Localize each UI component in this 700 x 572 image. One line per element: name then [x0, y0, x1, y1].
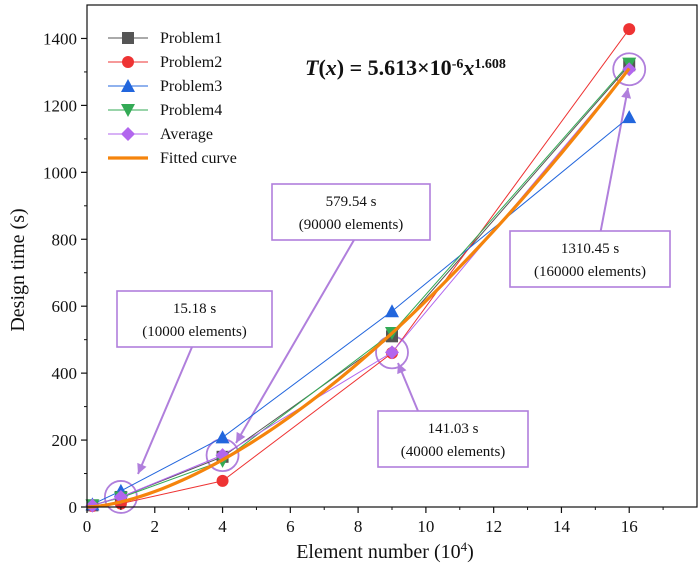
callout-box	[509, 230, 671, 288]
marker-triangle-up	[121, 79, 135, 92]
x-tick-label: 12	[485, 517, 502, 536]
callout-time: 15.18 s	[173, 301, 217, 317]
x-tick-label: 2	[151, 517, 160, 536]
legend: Problem1 Problem2 Problem3 Problem4 Average F…	[108, 30, 237, 167]
y-tick-label: 200	[52, 431, 78, 450]
callout-elements: (160000 elements)	[534, 264, 646, 280]
callout-arrowhead	[397, 363, 407, 375]
callout-box	[116, 290, 273, 348]
legend-label: Problem4	[160, 102, 222, 119]
marker-circle	[122, 56, 134, 68]
callout-time: 579.54 s	[326, 194, 377, 210]
marker-diamond	[385, 345, 399, 360]
x-tick-label: 10	[417, 517, 434, 536]
marker-triangle-up	[215, 430, 230, 444]
legend-label: Average	[160, 126, 213, 143]
callout-box	[377, 410, 529, 468]
y-axis-label: Design time (s)	[7, 208, 29, 331]
callout-elements: (40000 elements)	[401, 444, 506, 460]
x-tick-label: 6	[286, 517, 295, 536]
legend-item: Problem3	[108, 78, 222, 95]
marker-circle	[216, 474, 229, 487]
axes: 0 2 4 6 8 10 12 14 16 0 200 400 600 800 1000 1200 1400	[43, 4, 698, 536]
callout-circle	[612, 52, 647, 87]
marker-diamond	[121, 127, 135, 141]
y-tick-label: 1400	[43, 29, 77, 48]
x-tick-label: 14	[553, 517, 571, 536]
legend-label: Problem3	[160, 78, 222, 95]
series-fitted-curve	[86, 67, 631, 509]
marker-square	[122, 32, 134, 44]
callout-arrowhead	[236, 431, 246, 443]
legend-item: Problem4	[108, 102, 222, 119]
callout-time: 1310.45 s	[561, 241, 620, 257]
x-tick-label: 8	[354, 517, 363, 536]
legend-label: Problem1	[160, 30, 222, 47]
marker-triangle-up	[622, 110, 637, 124]
marker-circle	[623, 23, 636, 36]
callout-arrowhead	[621, 88, 632, 99]
callout-elements: (90000 elements)	[299, 217, 404, 233]
marker-triangle-up	[385, 304, 399, 318]
legend-item: Average	[108, 126, 213, 143]
legend-label: Fitted curve	[160, 150, 237, 167]
x-tick-label: 4	[218, 517, 227, 536]
callout-arrowhead	[137, 462, 147, 474]
y-tick-label: 1200	[43, 96, 77, 115]
x-tick-label: 16	[621, 517, 638, 536]
legend-item: Problem1	[108, 30, 222, 47]
callout: 1310.45 s (160000 elements)	[509, 52, 671, 288]
y-tick-label: 800	[52, 230, 78, 249]
callout-box	[271, 183, 431, 241]
series-layer	[85, 23, 637, 513]
y-tick-label: 400	[52, 364, 78, 383]
callout: 15.18 s (10000 elements)	[103, 290, 273, 514]
callout-arrow	[235, 239, 355, 444]
legend-item: Fitted curve	[108, 150, 237, 167]
y-tick-label: 0	[69, 498, 78, 517]
x-tick-label: 0	[83, 517, 92, 536]
callout-time: 141.03 s	[428, 421, 479, 437]
x-axis-label: Element number (104)	[296, 539, 474, 564]
fit-formula: T(x) = 5.613×10-6x1.608	[305, 55, 506, 80]
callout: 579.54 s (90000 elements)	[205, 183, 431, 473]
marker-triangle-down	[121, 104, 135, 117]
callout-elements: (10000 elements)	[142, 324, 247, 340]
legend-item: Problem2	[108, 54, 222, 71]
fitted-curve	[86, 67, 631, 509]
callout: 141.03 s (40000 elements)	[375, 335, 529, 468]
callout-arrow	[137, 346, 193, 475]
y-tick-label: 1000	[43, 163, 77, 182]
legend-label: Problem2	[160, 54, 222, 71]
y-tick-label: 600	[52, 297, 78, 316]
